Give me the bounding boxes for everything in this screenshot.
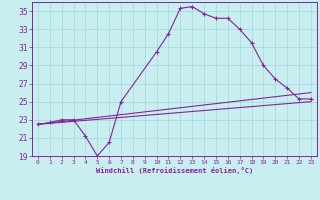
- X-axis label: Windchill (Refroidissement éolien,°C): Windchill (Refroidissement éolien,°C): [96, 167, 253, 174]
